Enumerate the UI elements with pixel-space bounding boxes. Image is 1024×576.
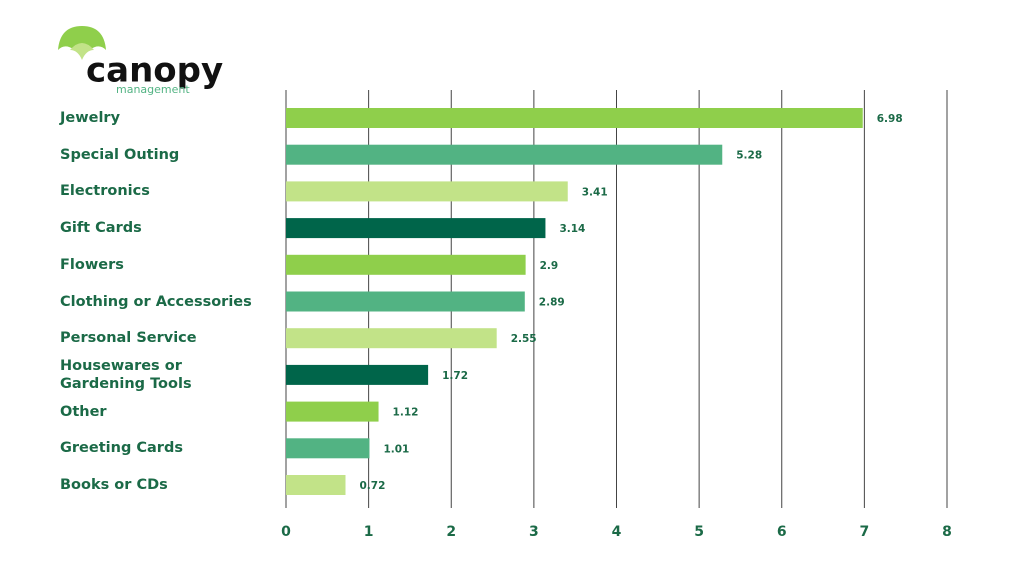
category-label: Gift Cards — [60, 220, 142, 237]
category-label: Special Outing — [60, 146, 180, 163]
x-tick-label: 5 — [694, 524, 704, 540]
category-label: Books or CDs — [60, 477, 168, 493]
bar — [286, 364, 429, 385]
category-label: Jewelry — [60, 110, 121, 126]
bar — [286, 328, 497, 349]
x-tick-label: 2 — [446, 524, 456, 540]
category-label: Flowers — [60, 256, 124, 273]
x-tick-label: 1 — [364, 524, 374, 540]
category-label: Other — [60, 403, 107, 420]
bar — [286, 218, 546, 239]
bar — [286, 254, 526, 275]
bar — [286, 475, 346, 495]
value-label: 1.12 — [393, 407, 419, 419]
value-label: 2.89 — [539, 297, 565, 309]
value-label: 6.98 — [877, 113, 903, 125]
value-label: 2.55 — [511, 333, 537, 345]
value-label: 1.72 — [442, 370, 468, 382]
x-tick-label: 7 — [860, 524, 870, 540]
x-tick-label: 3 — [529, 524, 539, 540]
logo-name: canopy — [86, 51, 223, 91]
bar — [286, 108, 863, 128]
x-tick-label: 4 — [612, 524, 622, 540]
bar — [286, 181, 568, 202]
value-label: 3.14 — [559, 223, 585, 235]
value-label: 2.9 — [540, 260, 559, 272]
bar — [286, 291, 525, 312]
logo-tagline: management — [116, 83, 190, 96]
bar — [286, 144, 723, 165]
category-label: Personal Service — [60, 330, 197, 347]
value-label: 1.01 — [383, 443, 409, 455]
category-label: Greeting Cards — [60, 440, 183, 457]
category-label: Clothing or Accessories — [60, 293, 252, 310]
x-tick-label: 6 — [777, 524, 787, 540]
value-label: 5.28 — [736, 150, 762, 162]
value-label: 0.72 — [359, 480, 385, 492]
category-label: Housewares or Gardening Tools — [60, 357, 192, 392]
logo-mark — [58, 26, 106, 60]
x-tick-label: 8 — [942, 524, 952, 540]
x-tick-label: 0 — [281, 524, 291, 540]
bar — [286, 438, 370, 459]
value-label: 3.41 — [582, 186, 608, 198]
category-label: Electronics — [60, 183, 150, 200]
bar — [286, 401, 379, 422]
